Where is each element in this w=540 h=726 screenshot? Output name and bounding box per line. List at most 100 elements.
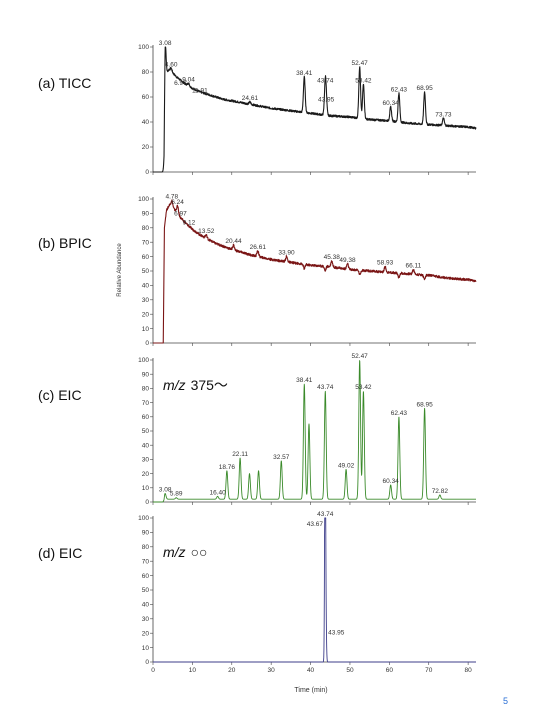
peak-label: 18.76: [219, 464, 236, 471]
peak-label: 16.40: [209, 489, 226, 496]
y-tick-label: 90: [142, 530, 150, 537]
mz-annotation: m/z 375～: [163, 377, 228, 393]
peak-label: 52.47: [352, 353, 369, 360]
x-tick-label: 80: [465, 667, 473, 674]
peak-label: 49.38: [339, 257, 356, 264]
y-tick-label: 70: [142, 239, 150, 246]
x-axis-label: Time (min): [294, 687, 327, 694]
y-tick-label: 20: [142, 144, 150, 151]
y-tick-label: 80: [142, 225, 150, 232]
y-tick-label: 60: [142, 573, 150, 580]
peak-label: 13.52: [198, 228, 215, 235]
peak-label: 33.90: [278, 250, 295, 257]
peak-label: 62.43: [391, 410, 408, 417]
mz-annotation: m/z ○○: [163, 544, 207, 560]
y-tick-label: 0: [145, 659, 149, 666]
peak-label: 58.93: [377, 260, 394, 267]
y-tick-label: 40: [142, 283, 150, 290]
x-tick-label: 60: [386, 667, 394, 674]
y-tick-label: 20: [142, 471, 150, 478]
peak-label: 4.78: [166, 193, 179, 200]
panel-eic-mz375: 0 10 20 30 40 50 60 70 80 90 100 3.085.89 16.40 18.76…: [38, 353, 477, 506]
peak-label: 6.24: [171, 199, 184, 206]
panel-label: (c) EIC: [38, 387, 82, 403]
peak-label: 53.42: [355, 384, 372, 391]
footnote-mark: 5: [503, 696, 508, 706]
peak-label: 52.47: [352, 60, 369, 67]
peak-label: 45.38: [324, 254, 341, 261]
y-tick-label: 100: [138, 44, 149, 51]
y-tick-label: 40: [142, 602, 150, 609]
peak-label: 43.95: [328, 630, 345, 637]
mz-value: ○○: [191, 544, 208, 560]
peak-label: 53.42: [355, 78, 372, 85]
y-tick-label: 0: [145, 340, 149, 347]
panel-bpic: 0 10 20 30 40 50 60 70 80 90 100 4.786.24 6.979.1213…: [38, 193, 477, 347]
y-tick-label: 80: [142, 386, 150, 393]
peak-label: 62.43: [391, 86, 408, 93]
peak-label: 9.04: [182, 76, 195, 83]
trace-ticc: [152, 46, 477, 173]
panel-label: (d) EIC: [38, 545, 82, 561]
trace-eic1: [152, 360, 477, 503]
peak-label: 22.11: [232, 451, 248, 458]
y-tick-label: 10: [142, 326, 150, 333]
y-axis-label: Relative Abundance: [117, 243, 123, 297]
x-tick-label: 20: [228, 667, 236, 674]
panel-label: (a) TICC: [38, 75, 91, 91]
y-tick-label: 30: [142, 457, 150, 464]
y-tick-label: 20: [142, 630, 150, 637]
x-tick-label: 30: [268, 667, 276, 674]
y-tick-label: 50: [142, 428, 150, 435]
peak-label: 26.61: [250, 244, 267, 251]
y-tick-label: 20: [142, 311, 150, 318]
y-tick-label: 90: [142, 211, 150, 218]
y-tick-label: 50: [142, 587, 150, 594]
y-tick-label: 0: [145, 499, 149, 506]
peak-label: 60.34: [383, 100, 400, 107]
mz-value: 375～: [191, 377, 228, 393]
y-tick-label: 60: [142, 414, 150, 421]
x-tick-label: 70: [425, 667, 433, 674]
mz-prefix: m/z: [163, 544, 186, 560]
peak-label: 49.02: [338, 462, 355, 469]
peak-label: 43.95: [318, 96, 335, 103]
y-tick-label: 40: [142, 442, 150, 449]
y-tick-label: 100: [138, 515, 149, 522]
peak-label: 68.95: [416, 401, 433, 408]
peak-label: 68.95: [416, 85, 433, 92]
peak-label: 5.89: [170, 491, 183, 498]
x-tick-label: 50: [346, 667, 354, 674]
y-tick-label: 70: [142, 558, 150, 565]
peak-label: 72.82: [432, 488, 449, 495]
y-tick-label: 10: [142, 485, 150, 492]
peak-label: 43.74: [317, 384, 334, 391]
y-tick-label: 60: [142, 94, 150, 101]
mz-prefix: m/z: [163, 377, 186, 393]
y-tick-label: 80: [142, 544, 150, 551]
y-tick-label: 100: [138, 196, 149, 203]
peak-label: 9.12: [183, 219, 196, 226]
y-tick-label: 10: [142, 645, 150, 652]
peak-label: 32.57: [273, 454, 290, 461]
y-tick-label: 30: [142, 616, 150, 623]
y-tick-label: 100: [138, 357, 149, 364]
panel-ticc: 0 20 40 60 80 100 3.08 4.60 6.979.04 11.91 24.61 38…: [38, 40, 477, 176]
y-tick-label: 0: [145, 169, 149, 176]
peak-label: 6.97: [174, 211, 187, 218]
y-tick-label: 70: [142, 400, 150, 407]
peak-label: 6.97: [174, 80, 187, 87]
peak-label: 3.08: [159, 486, 172, 493]
peak-label: 66.11: [406, 263, 422, 270]
peak-label: 24.61: [242, 95, 259, 102]
trace-bpic: [152, 199, 477, 344]
y-tick-label: 50: [142, 268, 150, 275]
peak-label: 43.67: [307, 521, 324, 528]
peak-label: 43.74: [317, 78, 334, 85]
y-tick-label: 90: [142, 371, 150, 378]
panel-eic-mz-oo: 0 10 20 30 40 50 60 70 80 90 100 0 10 20 30 40 50 60 70 80 4…: [38, 511, 477, 674]
panel-label: (b) BPIC: [38, 235, 92, 251]
x-tick-label: 40: [307, 667, 315, 674]
peak-label: 38.41: [296, 377, 313, 384]
